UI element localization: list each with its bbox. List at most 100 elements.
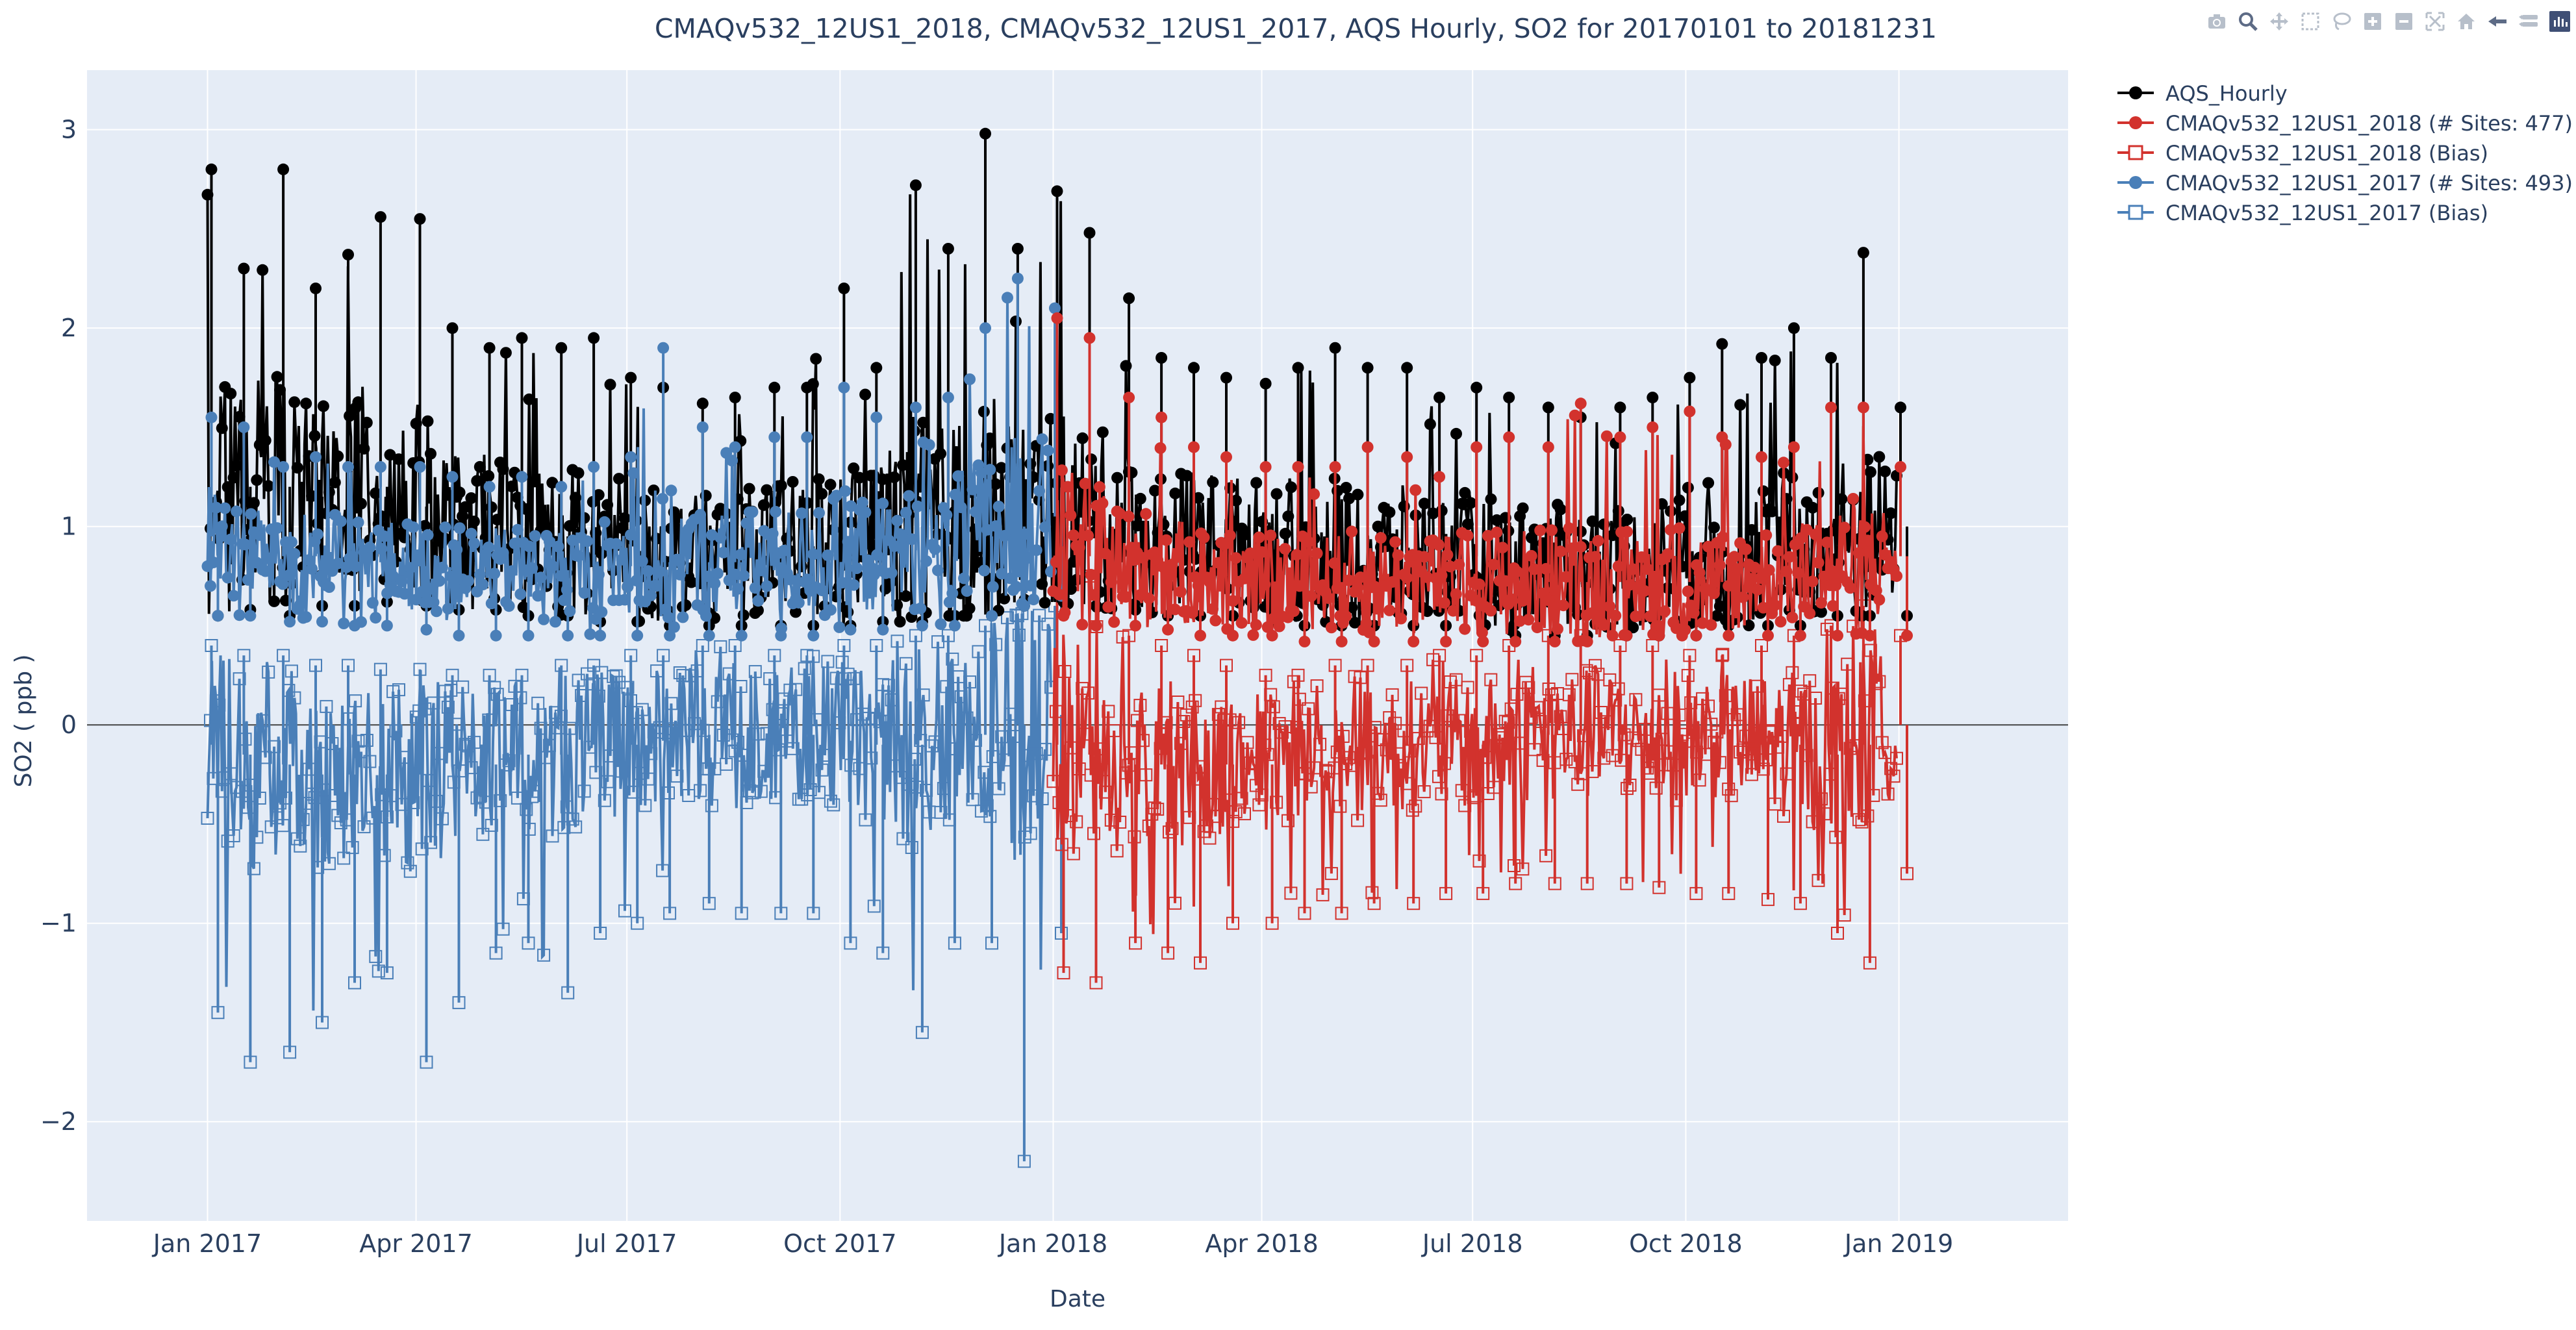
data-point <box>1644 610 1656 622</box>
plot-area[interactable]: Jan 2017 Apr 2017 Jul 2017 Oct 2017 Jan 2018… <box>40 70 2068 1258</box>
data-point <box>316 616 328 628</box>
data-point <box>1311 547 1323 560</box>
data-point <box>1433 539 1445 551</box>
data-point <box>1050 556 1062 568</box>
data-point <box>990 520 1002 533</box>
autoscale-icon[interactable] <box>2423 9 2447 34</box>
data-point <box>1818 570 1830 583</box>
series-line <box>206 605 1063 1162</box>
data-point <box>735 629 748 642</box>
data-point <box>1039 597 1051 609</box>
data-point <box>1331 582 1343 594</box>
data-point <box>1154 742 1167 755</box>
data-point <box>1298 907 1311 920</box>
data-point <box>1513 736 1526 750</box>
data-point <box>870 411 883 423</box>
zoom-in-icon[interactable] <box>2360 9 2385 34</box>
lasso-select-icon[interactable] <box>2329 9 2354 34</box>
plotly-logo-icon[interactable] <box>2547 9 2572 34</box>
data-point <box>1143 592 1155 605</box>
data-point <box>1433 649 1446 662</box>
data-point <box>1411 732 1425 746</box>
data-point <box>1597 751 1611 765</box>
legend-item[interactable]: CMAQv532_12US1_2017 (# Sites: 493) <box>2117 171 2573 195</box>
data-point <box>1270 488 1283 500</box>
data-point <box>244 779 258 792</box>
data-point <box>360 416 373 429</box>
data-point <box>369 949 383 963</box>
compare-hover-icon[interactable] <box>2516 9 2541 34</box>
data-point <box>1096 763 1109 777</box>
camera-icon[interactable] <box>2204 9 2229 34</box>
data-point <box>543 738 556 752</box>
zoom-icon[interactable] <box>2236 9 2260 34</box>
data-point <box>1159 716 1173 729</box>
data-point <box>1762 629 1774 642</box>
box-select-icon[interactable] <box>2298 9 2323 34</box>
data-point <box>1825 401 1837 414</box>
data-point <box>414 461 426 473</box>
data-point <box>789 683 803 696</box>
data-point <box>1209 810 1222 823</box>
data-point <box>908 753 922 766</box>
data-point <box>446 471 459 483</box>
data-point <box>966 483 979 496</box>
data-point <box>631 916 644 930</box>
data-point <box>374 461 386 473</box>
data-point <box>1162 623 1174 636</box>
data-point <box>740 517 753 529</box>
data-point <box>1769 355 1781 367</box>
data-point <box>902 777 916 791</box>
data-point <box>911 500 924 512</box>
data-point <box>1610 610 1622 621</box>
data-point <box>1073 542 1085 554</box>
data-point <box>517 601 529 614</box>
data-point <box>1574 541 1587 553</box>
data-point <box>590 527 602 539</box>
legend-item[interactable]: CMAQv532_12US1_2018 (Bias) <box>2117 141 2488 166</box>
data-point <box>1174 736 1187 750</box>
data-point <box>1367 897 1381 910</box>
data-point <box>1508 859 1521 872</box>
data-point <box>1161 946 1175 960</box>
data-point <box>422 529 434 541</box>
data-point <box>288 691 301 705</box>
data-point <box>774 907 788 920</box>
legend[interactable]: AQS_Hourly CMAQv532_12US1_2018 (# Sites: … <box>2117 81 2573 225</box>
legend-item[interactable]: CMAQv532_12US1_2017 (Bias) <box>2117 201 2488 225</box>
data-point <box>809 713 823 727</box>
data-point <box>1510 688 1524 701</box>
legend-item[interactable]: AQS_Hourly <box>2117 81 2288 106</box>
data-point <box>1244 547 1256 559</box>
data-point <box>1737 591 1749 603</box>
data-point <box>566 812 579 826</box>
y-tick-label: 2 <box>61 314 77 342</box>
data-point <box>960 711 974 725</box>
spike-lines-icon[interactable] <box>2485 9 2510 34</box>
data-point <box>1792 567 1804 579</box>
data-point <box>1395 612 1407 625</box>
data-point <box>616 522 628 534</box>
data-point <box>1259 579 1271 590</box>
pan-icon[interactable] <box>2267 9 2292 34</box>
data-point <box>890 634 904 648</box>
data-point <box>737 609 750 621</box>
data-point <box>1449 673 1463 686</box>
data-point <box>1438 597 1450 609</box>
data-point <box>1606 749 1619 762</box>
reset-axes-icon[interactable] <box>2454 9 2479 34</box>
data-point <box>594 629 607 642</box>
data-point <box>856 496 868 508</box>
data-point <box>499 758 513 772</box>
legend-item[interactable]: CMAQv532_12US1_2018 (# Sites: 477) <box>2117 111 2573 136</box>
data-point <box>253 792 266 805</box>
data-point <box>1722 886 1736 900</box>
data-point <box>1079 477 1091 490</box>
data-point <box>598 516 611 528</box>
data-point <box>349 694 362 708</box>
data-point <box>1653 620 1665 632</box>
data-point <box>1485 605 1497 617</box>
data-point <box>205 411 218 423</box>
zoom-out-icon[interactable] <box>2392 9 2416 34</box>
data-point <box>807 629 820 642</box>
